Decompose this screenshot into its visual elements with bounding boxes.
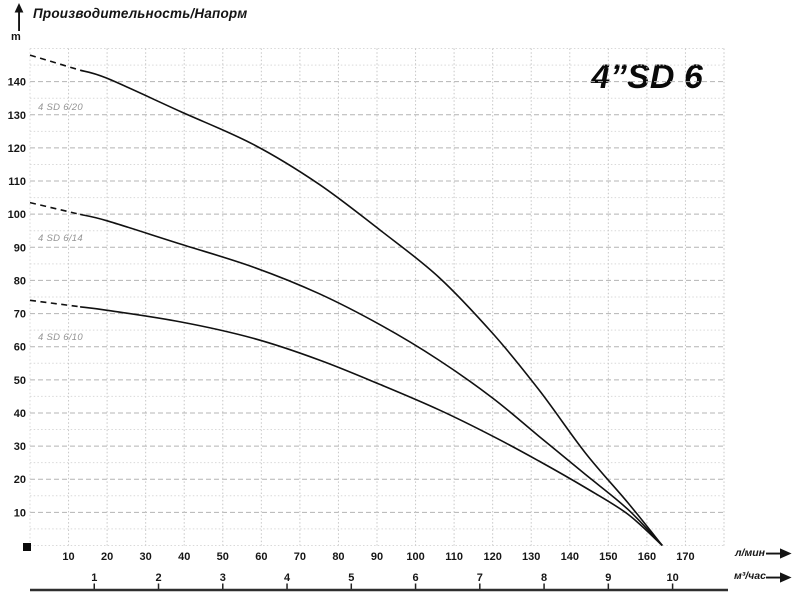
svg-text:130: 130	[8, 110, 26, 122]
curve-label-sd6-10: 4 SD 6/10	[38, 332, 83, 343]
svg-text:1: 1	[91, 572, 97, 584]
right-arrow-icon-lmin	[766, 548, 792, 559]
svg-text:10: 10	[14, 507, 26, 519]
svg-text:100: 100	[8, 209, 26, 221]
svg-text:50: 50	[217, 551, 229, 563]
svg-text:100: 100	[406, 551, 424, 563]
svg-text:80: 80	[14, 275, 26, 287]
svg-text:30: 30	[140, 551, 152, 563]
svg-text:80: 80	[332, 551, 344, 563]
y-axis-title: Производительность/Напорм	[33, 6, 248, 21]
svg-text:90: 90	[371, 551, 383, 563]
svg-text:10: 10	[666, 572, 678, 584]
svg-text:60: 60	[14, 342, 26, 354]
svg-text:4: 4	[284, 572, 291, 584]
svg-text:2: 2	[155, 572, 161, 584]
right-arrow-icon-m3h	[766, 572, 792, 583]
y-axis-tick-labels: 10 20 30 40 50 60 70 80 90 100 110 120 130 140	[8, 77, 26, 520]
svg-text:140: 140	[8, 77, 26, 89]
curve-dashed-1	[29, 54, 81, 71]
x-axis-m3h-scale: 1 2 3 4 5 6 7 8 9 10	[30, 572, 728, 592]
origin-marker	[23, 543, 31, 551]
svg-text:60: 60	[255, 551, 267, 563]
x-axis-unit-lmin: л/мин	[735, 547, 765, 559]
svg-text:150: 150	[599, 551, 617, 563]
up-arrow-icon	[14, 3, 24, 31]
svg-text:170: 170	[676, 551, 694, 563]
svg-text:6: 6	[412, 572, 418, 584]
svg-text:120: 120	[8, 143, 26, 155]
svg-text:5: 5	[348, 572, 354, 584]
y-axis-unit-label: m	[11, 31, 21, 43]
svg-text:3: 3	[220, 572, 226, 584]
curve-label-sd6-20: 4 SD 6/20	[38, 102, 83, 113]
pump-curves	[29, 54, 663, 547]
svg-text:160: 160	[638, 551, 656, 563]
curve-dashed-3	[29, 299, 81, 308]
x-axis-lmin-tick-labels: 10 20 30 40 50 60 70 80 90 100 110 120 130 140 150 160 1…	[62, 551, 694, 563]
svg-text:10: 10	[62, 551, 74, 563]
curve-3	[79, 306, 663, 547]
svg-text:7: 7	[477, 572, 483, 584]
svg-text:130: 130	[522, 551, 540, 563]
curve-label-sd6-14: 4 SD 6/14	[38, 233, 83, 244]
svg-text:20: 20	[14, 474, 26, 486]
svg-text:50: 50	[14, 375, 26, 387]
svg-text:90: 90	[14, 242, 26, 254]
svg-text:8: 8	[541, 572, 547, 584]
svg-text:40: 40	[14, 408, 26, 420]
svg-text:120: 120	[483, 551, 501, 563]
svg-text:9: 9	[605, 572, 611, 584]
svg-text:20: 20	[101, 551, 113, 563]
svg-text:40: 40	[178, 551, 190, 563]
curve-2	[79, 213, 663, 547]
svg-text:70: 70	[14, 309, 26, 321]
svg-text:110: 110	[445, 551, 463, 563]
svg-text:110: 110	[8, 176, 26, 188]
svg-text:140: 140	[561, 551, 579, 563]
svg-text:70: 70	[294, 551, 306, 563]
x-axis-unit-m3h: м³/час	[734, 570, 766, 582]
curve-dashed-2	[29, 201, 81, 216]
svg-text:30: 30	[14, 441, 26, 453]
grid	[29, 48, 725, 546]
curve-1	[79, 69, 663, 547]
